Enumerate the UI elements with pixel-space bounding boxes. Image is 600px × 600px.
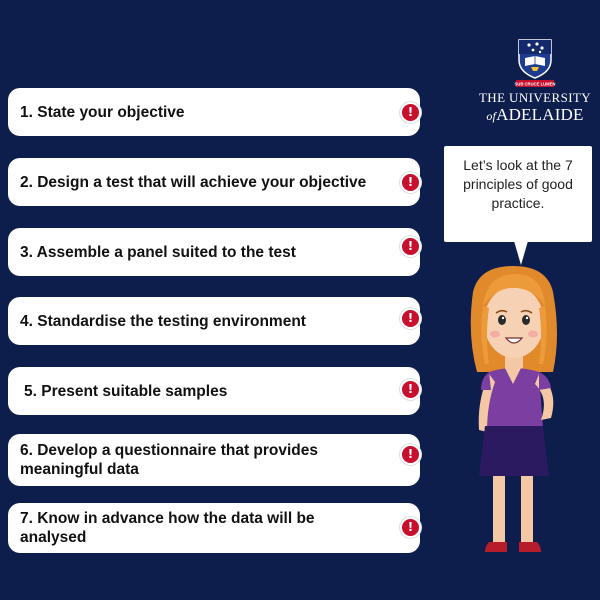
university-of: of [486, 109, 497, 123]
motto-ribbon: SUB CRUCE LUMEN [515, 80, 556, 87]
exclamation-icon: ! [400, 517, 421, 538]
exclamation-icon: ! [400, 444, 421, 465]
exclamation-icon: ! [400, 308, 421, 329]
exclamation-icon: ! [400, 102, 421, 123]
principle-label: 1. State your objective [20, 103, 185, 121]
principle-label: 6. Develop a questionnaire that provides… [20, 442, 319, 478]
crest-motto: SUB CRUCE LUMEN [515, 82, 556, 87]
principle-label: 5. Present suitable samples [24, 382, 228, 400]
university-name-line2: ofADELAIDE [476, 106, 594, 125]
university-name-line1: THE UNIVERSITY [478, 90, 592, 105]
principle-label: 7. Know in advance how the data will be … [20, 510, 315, 546]
speech-bubble-tail [514, 241, 528, 265]
principle-label: 2. Design a test that will achieve your … [20, 173, 367, 191]
principle-item: 3. Assemble a panel suited to the test ! [8, 228, 421, 276]
university-name: ADELAIDE [496, 105, 584, 124]
principle-item: 4. Standardise the testing environment ! [8, 297, 421, 345]
principle-item: 1. State your objective ! [8, 88, 421, 136]
principle-label: 4. Standardise the testing environment [20, 312, 306, 330]
crest-icon [518, 39, 552, 79]
exclamation-icon: ! [400, 236, 421, 257]
presenter-illustration [470, 266, 557, 552]
principle-label: 3. Assemble a panel suited to the test [20, 243, 296, 261]
exclamation-icon: ! [400, 172, 421, 193]
principle-item: 7. Know in advance how the data will be … [8, 503, 421, 553]
principle-item: 2. Design a test that will achieve your … [8, 158, 421, 206]
speech-bubble-text: Let’s look at the 7 principles of good p… [463, 157, 573, 211]
university-logo: SUB CRUCE LUMEN THE UNIVERSITY ofADELAID… [476, 38, 594, 125]
speech-bubble: Let’s look at the 7 principles of good p… [444, 146, 592, 242]
exclamation-icon: ! [400, 379, 421, 400]
principle-item: 5. Present suitable samples ! [8, 367, 421, 415]
principle-item: 6. Develop a questionnaire that provides… [8, 434, 421, 486]
